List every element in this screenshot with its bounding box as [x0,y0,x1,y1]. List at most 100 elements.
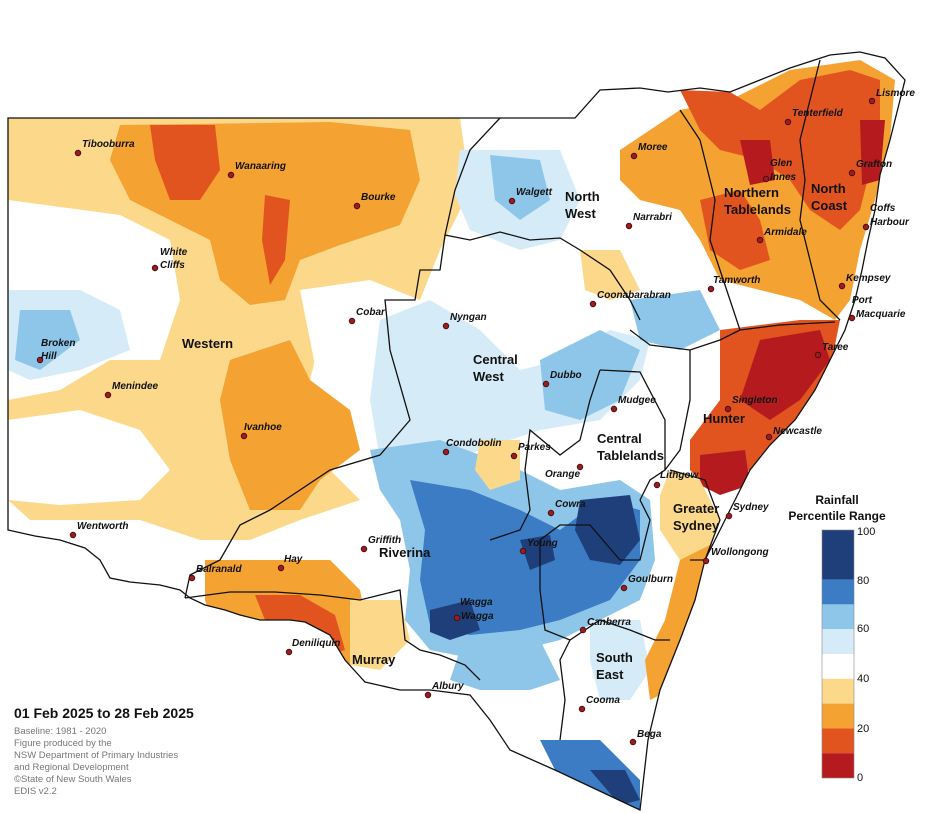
town-dot-ivanhoe [240,432,248,440]
town-dot-albury [424,691,432,699]
legend-band-40-50 [822,654,854,679]
town-glen-innes-line2: Innes [770,172,797,183]
town-dot-tenterfield [784,118,792,126]
footer-version: EDIS v2.2 [14,786,57,797]
footer-department-cont: and Regional Development [14,762,129,773]
region-north-coast-line1: North [811,181,846,196]
town-dot-nyngan [442,322,450,330]
town-broken-hill-line1: Broken [41,338,75,349]
town-dot-moree [630,152,638,160]
town-lithgow: Lithgow [660,470,700,481]
town-dot-kempsey [838,282,846,290]
footer-department: NSW Department of Primary Industries [14,750,179,761]
region-central-tablelands-line2: Tablelands [597,448,664,463]
town-nyngan: Nyngan [450,312,487,323]
town-wollongong: Wollongong [711,547,769,558]
legend-band-70-80 [822,579,854,605]
footer-copyright: ©State of New South Wales [14,774,132,785]
town-dot-armidale [756,236,764,244]
town-taree: Taree [822,342,849,353]
legend-band-80-100 [822,530,854,580]
town-glen-innes-line1: Glen [770,158,792,169]
town-lismore: Lismore [876,88,915,99]
town-armidale: Armidale [763,227,807,238]
legend-band-30-40 [822,678,854,704]
town-broken-hill-line2: Hill [41,351,57,362]
town-coffs-harbour-line1: Coffs [870,203,896,214]
region-north-coast-line2: Coast [811,198,848,213]
town-dot-parkes [510,452,518,460]
town-cobar: Cobar [356,307,386,318]
town-coffs-harbour-line2: Harbour [870,217,910,228]
town-dot-goulburn [620,584,628,592]
region-south-east-line1: South [596,650,633,665]
town-dot-grafton [848,169,856,177]
town-dot-newcastle [765,433,773,441]
legend-band-10-20 [822,728,854,754]
region-western: Western [182,336,233,351]
region-labels: Western North West Central West Northern… [182,181,848,682]
town-dot-deniliquin [285,648,293,656]
town-dot-singleton [724,405,732,413]
town-deniliquin: Deniliquin [292,638,340,649]
town-cooma: Cooma [586,695,620,706]
region-north-west-line2: West [565,206,596,221]
town-singleton: Singleton [732,395,778,406]
region-riverina: Riverina [379,545,431,560]
town-menindee: Menindee [112,381,159,392]
town-dot-coonabarabran [589,300,597,308]
region-greater-sydney-line1: Greater [673,501,719,516]
town-dubbo: Dubbo [550,370,582,381]
town-port-macquarie-line1: Port [852,295,873,306]
region-north-west-line1: North [565,189,600,204]
legend-frame [821,529,855,779]
town-dot-lismore [868,97,876,105]
legend-tick-40: 40 [857,673,869,685]
region-south-east-line2: East [596,667,624,682]
legend-tick-20: 20 [857,723,869,735]
town-orange: Orange [545,469,580,480]
town-parkes: Parkes [518,442,551,453]
town-bourke: Bourke [361,192,396,203]
footer-produced-by: Figure produced by the [14,738,112,749]
town-dot-mudgee [610,405,618,413]
town-condobolin: Condobolin [446,438,502,449]
legend-color-bar [821,529,855,779]
region-northern-tablelands-line2: Tablelands [724,202,791,217]
town-dot-balranald [188,574,196,582]
region-murray: Murray [352,652,396,667]
town-wentworth: Wentworth [77,521,128,532]
region-greater-sydney-line2: Sydney [673,518,720,533]
legend-title-line2: Percentile Range [788,509,886,523]
nsw-state-outline [7,51,906,811]
town-narrabri: Narrabri [633,212,672,223]
footer-baseline: Baseline: 1981 - 2020 [14,726,107,737]
town-wagga-line1: Wagga [460,597,493,608]
town-mudgee: Mudgee [618,395,656,406]
town-moree: Moree [638,142,668,153]
town-dot-hay [277,564,285,572]
town-dot-orange [576,463,584,471]
town-cowra: Cowra [555,499,586,510]
town-tibooburra: Tibooburra [82,139,135,150]
legend-title-line1: Rainfall [815,493,858,507]
town-dot-tibooburra [74,149,82,157]
town-dot-narrabri [625,222,633,230]
map-footer: 01 Feb 2025 to 28 Feb 2025 Baseline: 198… [14,705,194,798]
town-dot-cooma [578,705,586,713]
town-newcastle: Newcastle [773,426,822,437]
town-albury: Albury [431,681,464,692]
town-coonabarabran: Coonabarabran [597,290,671,301]
town-canberra: Canberra [587,617,631,628]
town-dot-walgett [508,197,516,205]
legend-band-0-10 [822,753,854,778]
town-dot-coffs-harbour [862,223,870,231]
town-dot-bourke [353,202,361,210]
town-dot-lithgow [653,481,661,489]
town-dot-condobolin [442,448,450,456]
town-dot-broken-hill [36,356,44,364]
town-dot-young [519,547,527,555]
town-walgett: Walgett [516,187,553,198]
